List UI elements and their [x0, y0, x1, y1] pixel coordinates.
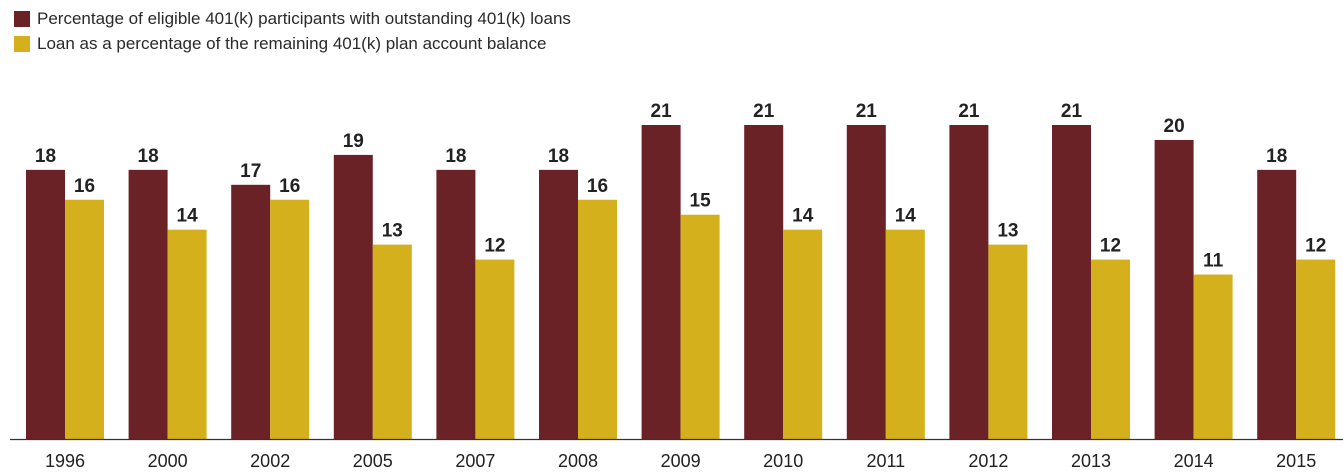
- bar-participants-2015: [1257, 169, 1297, 439]
- x-tick-label-2005: 2005: [353, 451, 393, 471]
- bar-loan-balance-2010: [783, 229, 823, 439]
- bar-loan-balance-2008: [578, 199, 617, 439]
- bar-loan-balance-2002: [270, 199, 310, 439]
- bar-participants-2000: [128, 169, 168, 439]
- bar-participants-2005: [333, 154, 373, 439]
- bar-loan-balance-2007: [475, 259, 515, 439]
- bar-participants-1996: [26, 169, 65, 439]
- legend-label-participants: Percentage of eligible 401(k) participan…: [37, 8, 571, 28]
- bar-participants-2002: [231, 184, 271, 439]
- data-label-loan-balance-2000: 14: [177, 206, 199, 227]
- bar-participants-2013: [1052, 125, 1091, 439]
- data-label-participants-2005: 19: [343, 131, 364, 152]
- data-label-participants-2012: 21: [958, 101, 980, 122]
- x-tick-label-2014: 2014: [1174, 451, 1214, 471]
- bar-participants-2014: [1154, 139, 1194, 439]
- x-tick-label-2002: 2002: [250, 451, 290, 471]
- bar-participants-2007: [436, 169, 476, 439]
- data-label-participants-2013: 21: [1061, 101, 1083, 122]
- data-label-loan-balance-2012: 13: [997, 221, 1018, 242]
- legend-swatch-participants: [14, 10, 30, 27]
- data-label-loan-balance-1996: 16: [74, 176, 95, 197]
- data-label-loan-balance-2005: 13: [382, 221, 403, 242]
- bar-loan-balance-2000: [167, 229, 207, 439]
- bar-loan-balance-2013: [1091, 259, 1130, 439]
- data-label-loan-balance-2015: 12: [1305, 236, 1326, 257]
- x-tick-label-2013: 2013: [1071, 451, 1111, 471]
- data-label-participants-2009: 21: [651, 101, 673, 122]
- data-label-loan-balance-2009: 15: [690, 191, 712, 212]
- data-label-participants-2007: 18: [445, 146, 466, 167]
- bar-loan-balance-2009: [680, 214, 720, 439]
- bar-loan-balance-1996: [65, 199, 104, 439]
- bar-participants-2010: [744, 125, 784, 439]
- bar-participants-2012: [949, 125, 989, 439]
- data-label-participants-2011: 21: [856, 101, 878, 122]
- data-label-loan-balance-2002: 16: [279, 176, 300, 197]
- bar-participants-2008: [539, 169, 578, 439]
- bar-loan-balance-2014: [1193, 274, 1233, 439]
- x-tick-label-2000: 2000: [148, 451, 188, 471]
- bar-participants-2011: [846, 125, 886, 439]
- legend-item-loan-balance: Loan as a percentage of the remaining 40…: [14, 31, 571, 56]
- bar-loan-balance-2011: [885, 229, 925, 439]
- data-label-participants-2010: 21: [753, 101, 775, 122]
- x-tick-label-2009: 2009: [661, 451, 701, 471]
- x-tick-label-2008: 2008: [558, 451, 598, 471]
- x-tick-label-2015: 2015: [1276, 451, 1316, 471]
- data-label-participants-2008: 18: [548, 146, 569, 167]
- legend-label-loan-balance: Loan as a percentage of the remaining 40…: [37, 33, 547, 53]
- bar-loan-balance-2005: [372, 244, 412, 439]
- data-label-loan-balance-2007: 12: [484, 236, 505, 257]
- data-label-loan-balance-2011: 14: [895, 206, 917, 227]
- x-tick-label-2010: 2010: [763, 451, 803, 471]
- data-label-participants-2015: 18: [1266, 146, 1287, 167]
- bar-participants-2009: [641, 125, 681, 439]
- data-label-loan-balance-2013: 12: [1100, 236, 1121, 257]
- data-label-participants-2014: 20: [1164, 116, 1185, 137]
- data-label-loan-balance-2010: 14: [792, 206, 814, 227]
- data-label-participants-1996: 18: [35, 146, 56, 167]
- data-label-participants-2002: 17: [240, 161, 261, 182]
- data-label-loan-balance-2014: 11: [1203, 251, 1224, 272]
- legend-swatch-loan-balance: [14, 35, 30, 52]
- x-tick-label-2007: 2007: [455, 451, 495, 471]
- x-tick-label-1996: 1996: [45, 451, 85, 471]
- x-tick-label-2012: 2012: [968, 451, 1008, 471]
- x-tick-label-2011: 2011: [866, 451, 905, 471]
- bar-loan-balance-2015: [1296, 259, 1336, 439]
- legend: Percentage of eligible 401(k) participan…: [14, 6, 571, 56]
- bar-loan-balance-2012: [988, 244, 1028, 439]
- data-label-loan-balance-2008: 16: [587, 176, 608, 197]
- data-label-participants-2000: 18: [138, 146, 159, 167]
- legend-item-participants: Percentage of eligible 401(k) participan…: [14, 6, 571, 31]
